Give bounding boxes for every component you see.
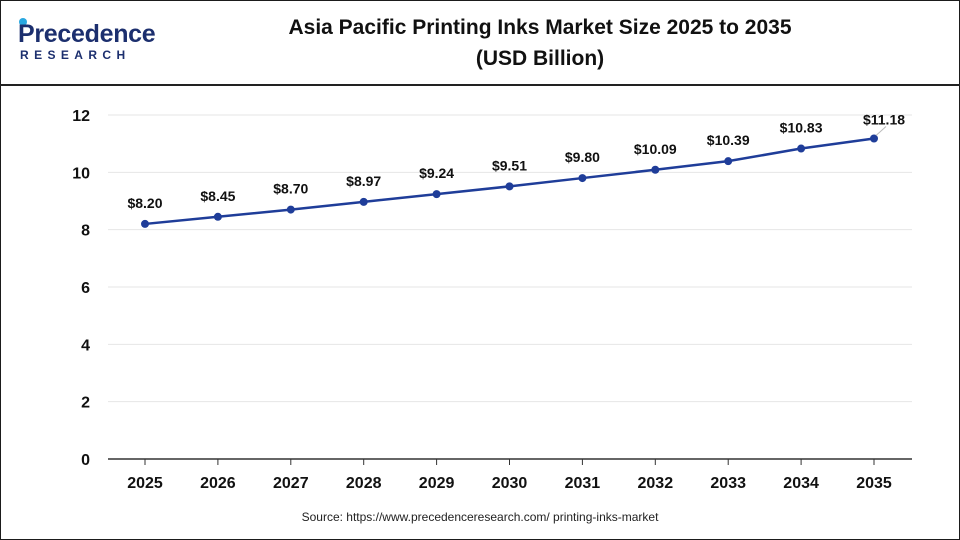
data-label-2026: $8.45 (200, 188, 235, 204)
x-tick-label-2032: 2032 (638, 475, 674, 492)
data-label-2034: $10.83 (780, 120, 823, 136)
y-tick-label-0: 0 (81, 452, 90, 469)
data-label-2032: $10.09 (634, 141, 677, 157)
x-tick-label-2031: 2031 (565, 475, 601, 492)
x-tick-label-2026: 2026 (200, 475, 236, 492)
data-point-2035 (870, 134, 878, 143)
data-point-2032 (651, 165, 660, 174)
data-label-2031: $9.80 (565, 149, 600, 165)
data-label-2033: $10.39 (707, 132, 750, 148)
chart-title: Asia Pacific Printing Inks Market Size 2… (230, 12, 850, 74)
data-label-2028: $8.97 (346, 173, 381, 189)
y-tick-label-12: 12 (72, 108, 90, 125)
data-label-leader-2035 (875, 126, 887, 136)
y-tick-label-4: 4 (81, 337, 90, 354)
x-tick-label-2029: 2029 (419, 475, 455, 492)
data-point-2033 (724, 157, 733, 166)
data-point-2030 (505, 182, 514, 191)
data-point-2034 (797, 144, 806, 153)
series-line (144, 137, 875, 226)
x-tick-label-2030: 2030 (492, 475, 528, 492)
data-label-2030: $9.51 (492, 157, 527, 173)
source-note: Source: https://www.precedenceresearch.c… (301, 510, 659, 524)
y-tick-label-8: 8 (81, 223, 90, 240)
header-divider (0, 84, 960, 86)
x-tick-label-2028: 2028 (346, 475, 382, 492)
x-tick-label-2035: 2035 (856, 475, 892, 492)
data-label-2029: $9.24 (419, 165, 454, 181)
data-label-2025: $8.20 (127, 195, 162, 211)
data-point-2031 (578, 174, 587, 183)
chart-title-line-1: Asia Pacific Printing Inks Market Size 2… (288, 16, 792, 39)
data-point-2029 (432, 190, 441, 199)
x-tick-label-2034: 2034 (783, 475, 819, 492)
y-tick-label-10: 10 (72, 165, 90, 182)
precedence-research-logo: Precedence RESEARCH (18, 14, 168, 74)
data-point-2028 (359, 197, 368, 206)
y-tick-label-2: 2 (81, 395, 90, 412)
data-label-2027: $8.70 (273, 181, 308, 197)
data-point-2026 (213, 212, 222, 221)
x-tick-label-2025: 2025 (127, 475, 163, 492)
y-tick-label-6: 6 (81, 280, 90, 297)
logo-subtitle: RESEARCH (20, 48, 131, 62)
data-point-2025 (141, 219, 149, 228)
x-tick-label-2027: 2027 (273, 475, 309, 492)
x-tick-label-2033: 2033 (710, 475, 746, 492)
chart-title-line-2: (USD Billion) (475, 47, 605, 70)
data-label-2035: $11.18 (863, 112, 905, 128)
logo-accent-dot (19, 18, 27, 26)
data-point-2027 (286, 205, 295, 214)
logo-wordmark: Precedence (18, 20, 156, 48)
